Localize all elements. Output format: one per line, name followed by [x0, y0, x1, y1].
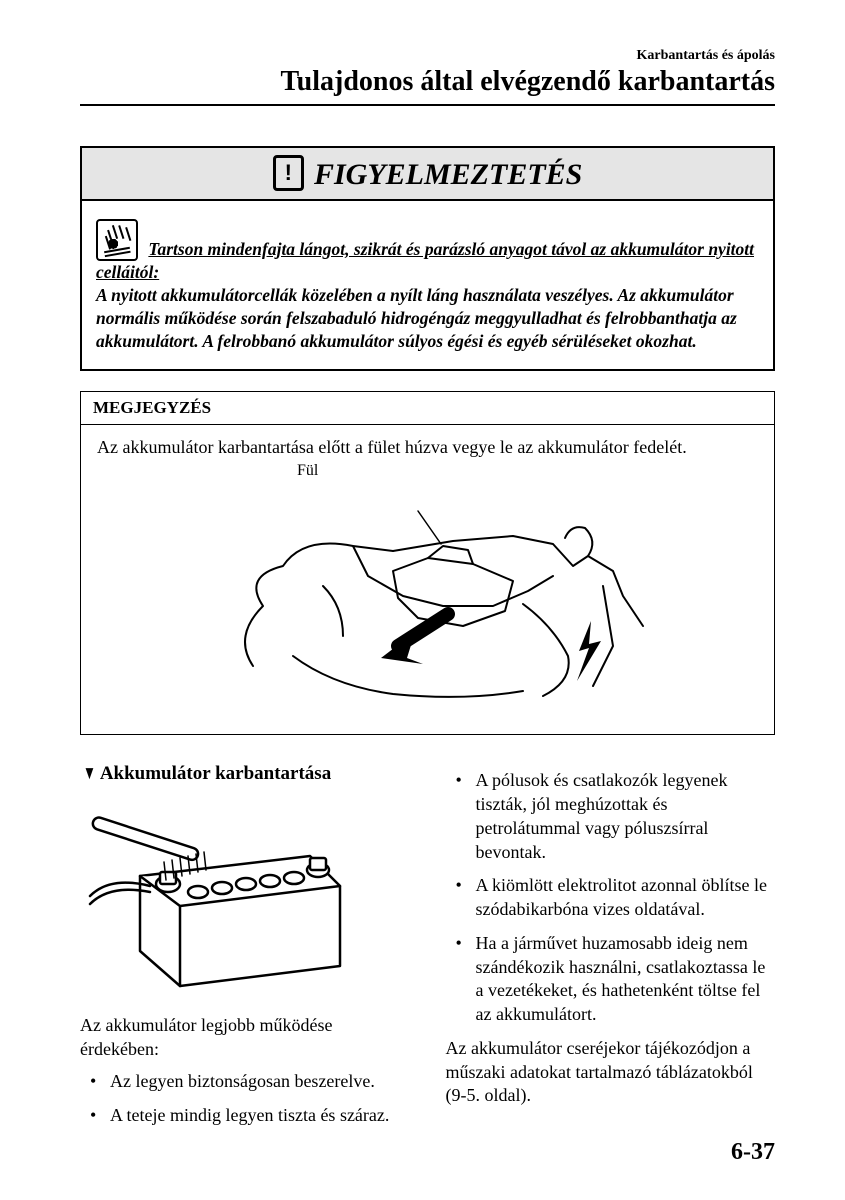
warning-body-text: A nyitott akkumulátorcellák közelében a …: [96, 285, 737, 351]
warning-triangle-icon: !: [273, 155, 304, 191]
subheading-battery-maint: ▼Akkumulátor karbantartása: [80, 761, 410, 786]
two-column-body: ▼Akkumulátor karbantartása: [80, 761, 775, 1137]
list-item: Ha a járművet huzamosabb ideig nem szánd…: [446, 932, 776, 1027]
warning-title-text: FIGYELMEZTETÉS: [314, 158, 582, 192]
right-bullet-list: A pólusok és csatlakozók legyenek tisztá…: [446, 769, 776, 1027]
explosion-icon: [96, 219, 138, 261]
triangle-marker-icon: ▼: [83, 761, 96, 786]
warning-body: Tartson mindenfajta lángot, szikrát és p…: [82, 201, 773, 369]
right-column: A pólusok és csatlakozók legyenek tisztá…: [428, 761, 776, 1137]
battery-cleaning-illustration: [80, 796, 370, 996]
header-rule: [80, 104, 775, 106]
note-box: MEGJEGYZÉS Az akkumulátor karbantartása …: [80, 391, 775, 735]
list-item: A pólusok és csatlakozók legyenek tisztá…: [446, 769, 776, 864]
list-item: Az legyen biztonságosan beszerelve.: [80, 1070, 410, 1094]
warning-box: ! FIGYELMEZTETÉS Tartson mindenfajta lán…: [80, 146, 775, 371]
warning-lead: Tartson mindenfajta lángot, szikrát és p…: [96, 239, 754, 282]
note-diagram-label: Fül: [297, 462, 758, 480]
list-item: A kiömlött elektrolitot azonnal öblítse …: [446, 874, 776, 922]
subheading-text: Akkumulátor karbantartása: [100, 763, 331, 784]
left-bullet-list: Az legyen biztonságosan beszerelve. A te…: [80, 1070, 410, 1128]
page-number: 6-37: [731, 1139, 775, 1166]
header-chapter: Karbantartás és ápolás: [80, 48, 775, 64]
list-item: A teteje mindig legyen tiszta és száraz.: [80, 1104, 410, 1128]
note-body: Az akkumulátor karbantartása előtt a fül…: [81, 425, 774, 734]
note-title: MEGJEGYZÉS: [81, 392, 774, 425]
warning-title-bar: ! FIGYELMEZTETÉS: [82, 148, 773, 201]
header-title: Tulajdonos által elvégzendő karbantartás: [80, 66, 775, 98]
note-text: Az akkumulátor karbantartása előtt a fül…: [97, 437, 758, 458]
left-column: ▼Akkumulátor karbantartása: [80, 761, 428, 1137]
engine-battery-diagram: [193, 486, 663, 716]
left-intro: Az akkumulátor legjobb működése érdekébe…: [80, 1014, 410, 1062]
right-outro: Az akkumulátor cseréjekor tájékozódjon a…: [446, 1037, 776, 1108]
